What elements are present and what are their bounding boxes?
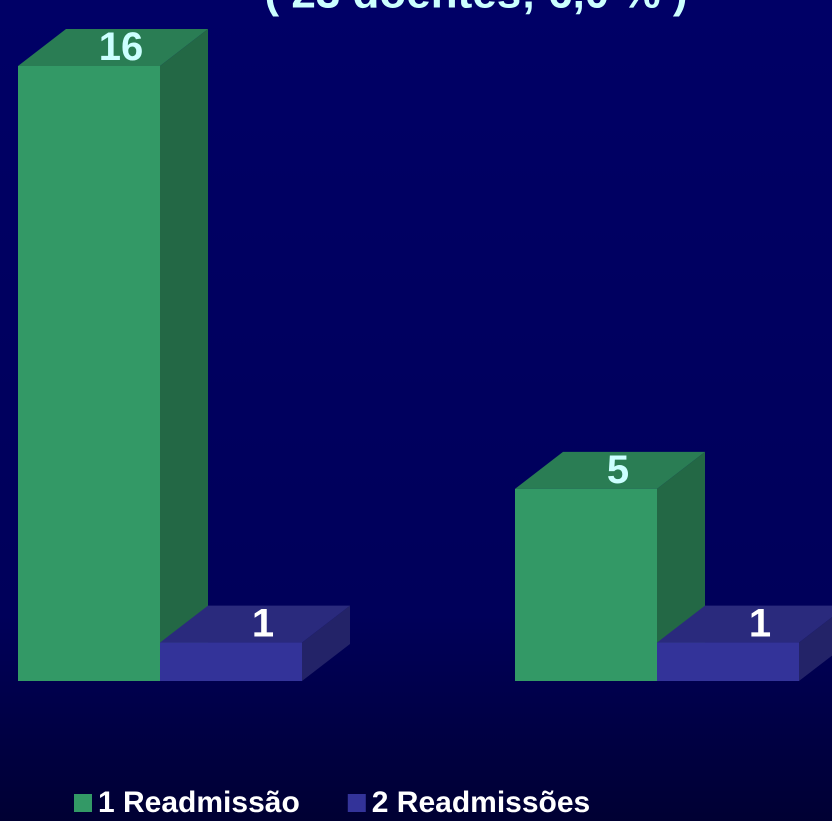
data-label: 1 (252, 602, 274, 646)
bar-top (657, 605, 832, 643)
bar-top (18, 29, 208, 66)
bar-side (799, 617, 832, 681)
bar-top (515, 451, 705, 489)
bar (657, 642, 799, 681)
data-label: 16 (99, 25, 144, 69)
bar (515, 488, 657, 681)
data-label: 5 (607, 448, 629, 492)
bar-side (160, 29, 208, 681)
legend-label: 2 Readmissões (372, 786, 590, 819)
bar (18, 66, 160, 681)
legend-swatch (347, 794, 366, 812)
legend-label: 1 Readmissão (98, 786, 300, 819)
bar (160, 642, 302, 681)
bar-side (302, 605, 350, 681)
chart-title: ( 23 doentes; 6,0 % ) (264, 0, 687, 18)
bar-top (160, 605, 350, 643)
legend-swatch (74, 794, 92, 812)
data-label: 1 (749, 602, 771, 646)
